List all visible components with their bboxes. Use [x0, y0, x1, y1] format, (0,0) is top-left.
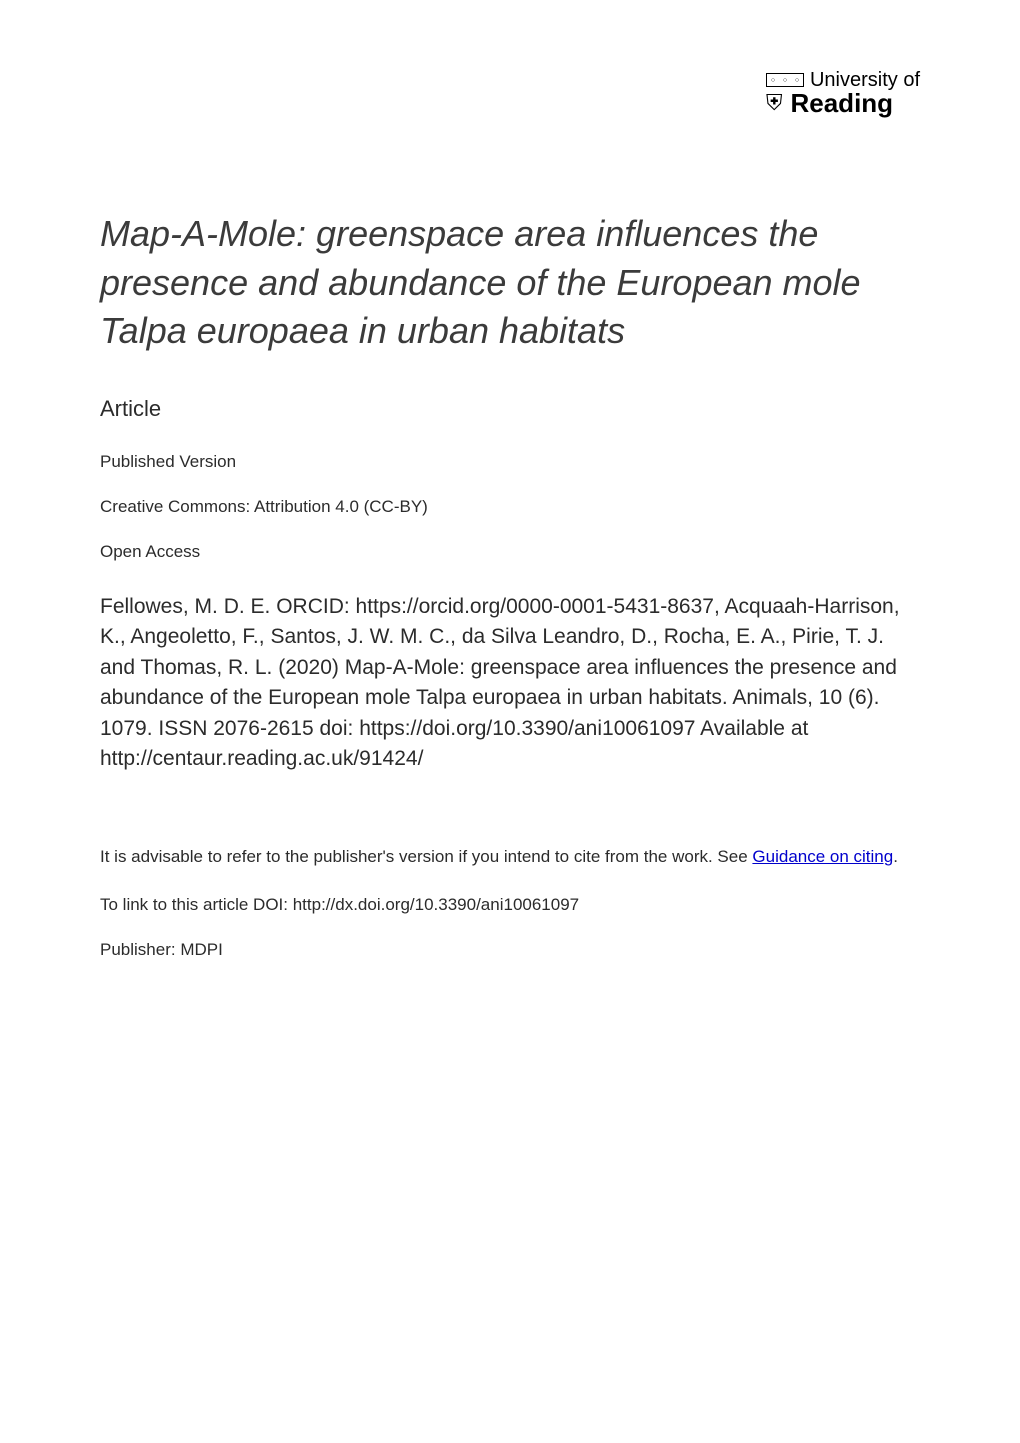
citing-advice: It is advisable to refer to the publishe… — [100, 844, 920, 870]
logo-line2-text: Reading — [790, 90, 893, 116]
publisher-label: Publisher: MDPI — [100, 940, 920, 960]
article-type-label: Article — [100, 396, 920, 422]
page-container: ○ ○ ○ University of ⛨ Reading Map-A-Mole… — [0, 0, 1020, 1443]
shield-icon: ⛨ — [766, 92, 783, 114]
doi-link-line: To link to this article DOI: http://dx.d… — [100, 895, 920, 915]
guidance-on-citing-link[interactable]: Guidance on citing — [752, 847, 893, 866]
logo-line1-row: ○ ○ ○ University of — [766, 70, 920, 90]
logo-cell: ○ — [768, 75, 778, 85]
advice-prefix: It is advisable to refer to the publishe… — [100, 847, 752, 866]
university-logo: ○ ○ ○ University of ⛨ Reading — [766, 70, 920, 116]
logo-cells-icon: ○ ○ ○ — [766, 73, 804, 87]
version-label: Published Version — [100, 452, 920, 472]
advice-suffix: . — [893, 847, 898, 866]
logo-cell: ○ — [792, 75, 802, 85]
logo-line1-text: University of — [810, 70, 920, 90]
document-title: Map-A-Mole: greenspace area influences t… — [100, 210, 920, 356]
logo-line2-row: ⛨ Reading — [766, 90, 920, 116]
access-label: Open Access — [100, 542, 920, 562]
license-label: Creative Commons: Attribution 4.0 (CC-BY… — [100, 497, 920, 517]
citation-text: Fellowes, M. D. E. ORCID: https://orcid.… — [100, 592, 920, 775]
logo-cell: ○ — [780, 75, 790, 85]
